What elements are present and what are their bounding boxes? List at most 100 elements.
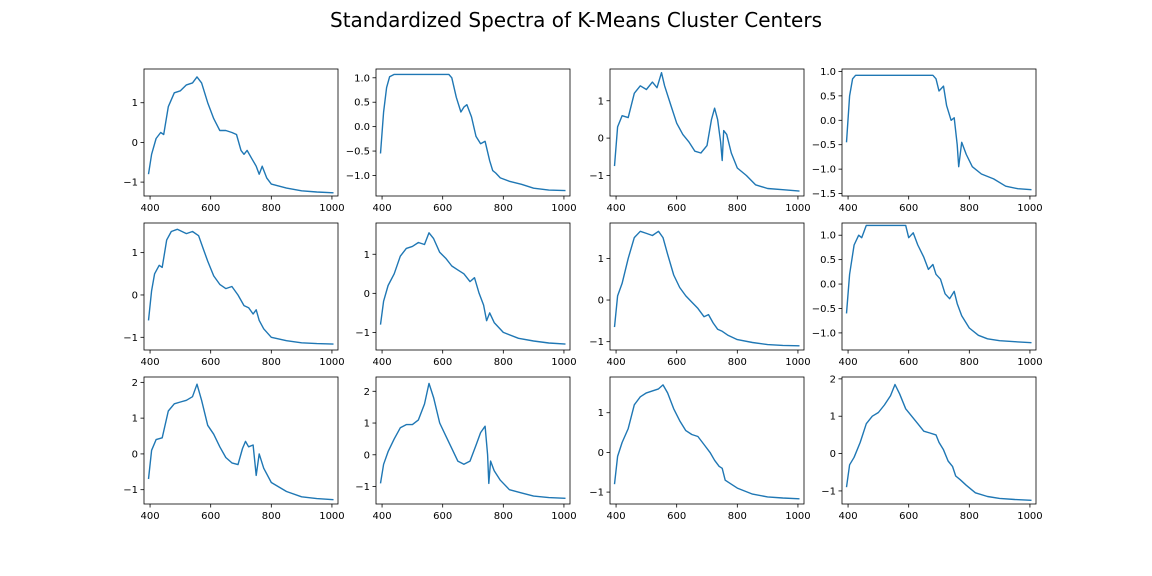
x-tick-label: 400: [373, 203, 392, 214]
x-tick-label: 800: [728, 357, 747, 368]
subplot-2: 400 600 800 1000 −1.0 −0.5 0.0 0.5 1.0: [346, 68, 577, 214]
x-tick-label: 600: [667, 511, 686, 522]
subplot-6-series-line: [379, 232, 566, 345]
subplot-3: 400 600 800 1000 −1 0 1: [589, 68, 811, 214]
x-tick-label: 400: [373, 511, 392, 522]
x-tick-label: 400: [839, 511, 858, 522]
subplot-1-frame: [143, 68, 339, 197]
x-tick-label: 400: [607, 203, 626, 214]
subplot-4-frame: [841, 68, 1037, 197]
y-tick-label: −1: [589, 337, 604, 348]
subplot-2-frame: [375, 68, 571, 197]
y-tick-label: 0: [364, 450, 370, 461]
x-tick-label: 400: [607, 357, 626, 368]
y-tick-label: 2: [830, 374, 836, 385]
subplot-2-series-line: [379, 73, 566, 192]
y-tick-label: 0.5: [820, 91, 836, 102]
subplot-9: 400 600 800 1000 −1 0 1 2: [123, 376, 345, 522]
subplot-7: 400 600 800 1000 −1 0 1: [589, 222, 811, 368]
subplot-5-series-line: [147, 228, 334, 345]
subplot-12-frame: [841, 376, 1037, 505]
x-tick-label: 800: [494, 357, 513, 368]
x-tick-label: 600: [201, 357, 220, 368]
subplot-9-series-line: [147, 383, 334, 501]
y-tick-label: 2: [364, 387, 370, 398]
x-tick-label: 600: [899, 203, 918, 214]
subplot-10-frame: [375, 376, 571, 505]
figure-title: Standardized Spectra of K-Means Cluster …: [330, 8, 822, 32]
subplot-7-frame: [609, 222, 805, 351]
x-tick-label: 400: [141, 203, 160, 214]
x-tick-label: 1000: [785, 357, 810, 368]
x-tick-label: 400: [373, 357, 392, 368]
y-tick-label: 0.0: [354, 122, 370, 133]
subplot-4-series-line: [845, 74, 1032, 191]
x-tick-label: 800: [960, 357, 979, 368]
y-tick-label: −1: [821, 486, 836, 497]
x-tick-label: 1000: [551, 511, 576, 522]
x-tick-label: 800: [262, 203, 281, 214]
x-tick-label: 1000: [1017, 203, 1042, 214]
x-tick-label: 800: [494, 203, 513, 214]
x-tick-label: 600: [667, 203, 686, 214]
x-tick-label: 1000: [551, 203, 576, 214]
y-tick-label: −1.5: [812, 189, 836, 200]
subplot-1: 400 600 800 1000 −1 0 1: [123, 68, 345, 214]
x-tick-label: 800: [728, 203, 747, 214]
y-tick-label: 0: [830, 449, 836, 460]
x-tick-label: 1000: [785, 203, 810, 214]
x-tick-label: 1000: [319, 203, 344, 214]
y-tick-label: −1: [123, 333, 138, 344]
subplot-6: 400 600 800 1000 −1 0 1: [355, 222, 577, 368]
x-tick-label: 1000: [319, 357, 344, 368]
y-tick-label: 1: [598, 408, 604, 419]
x-tick-label: 600: [899, 357, 918, 368]
subplot-10-series-line: [379, 382, 566, 499]
y-tick-label: 1.0: [354, 73, 370, 84]
y-tick-label: −0.5: [812, 140, 836, 151]
y-tick-label: 1: [598, 254, 604, 265]
x-tick-label: 400: [141, 511, 160, 522]
y-tick-label: −0.5: [346, 147, 370, 158]
x-tick-label: 600: [899, 511, 918, 522]
y-tick-label: −1: [355, 482, 370, 493]
y-tick-label: −1.0: [346, 171, 370, 182]
y-tick-label: 0: [598, 134, 604, 145]
subplot-6-frame: [375, 222, 571, 351]
y-tick-label: 2: [132, 378, 138, 389]
x-tick-label: 600: [433, 203, 452, 214]
y-tick-label: 0: [132, 449, 138, 460]
subplot-5-frame: [143, 222, 339, 351]
y-tick-label: −1: [355, 328, 370, 339]
subplot-11: 400 600 800 1000 −1 0 1: [589, 376, 811, 522]
y-tick-label: −0.5: [812, 304, 836, 315]
y-tick-label: 0: [132, 138, 138, 149]
y-tick-label: 0: [598, 448, 604, 459]
y-tick-label: −1.0: [812, 165, 836, 176]
x-tick-label: 800: [960, 511, 979, 522]
x-tick-label: 600: [201, 511, 220, 522]
subplot-7-series-line: [613, 230, 800, 347]
subplot-3-series-line: [613, 72, 800, 192]
y-tick-label: −1: [589, 171, 604, 182]
subplot-11-frame: [609, 376, 805, 505]
x-tick-label: 1000: [551, 357, 576, 368]
y-tick-label: 1: [598, 96, 604, 107]
y-tick-label: 1: [830, 412, 836, 423]
y-tick-label: 0: [364, 289, 370, 300]
y-tick-label: 1: [364, 250, 370, 261]
y-tick-label: 1.0: [820, 67, 836, 78]
subplot-8: 400 600 800 1000 −1.0 −0.5 0.0 0.5 1.0: [812, 222, 1043, 368]
subplot-12: 400 600 800 1000 −1 0 1 2: [821, 374, 1042, 522]
subplot-12-series-line: [845, 383, 1032, 501]
x-tick-label: 1000: [1017, 511, 1042, 522]
x-tick-label: 400: [839, 357, 858, 368]
y-tick-label: 1: [132, 414, 138, 425]
y-tick-label: −1: [123, 485, 138, 496]
subplot-10: 400 600 800 1000 −1 0 1 2: [355, 376, 577, 522]
x-tick-label: 1000: [1017, 357, 1042, 368]
x-tick-label: 800: [728, 511, 747, 522]
y-tick-label: 1: [132, 248, 138, 259]
x-tick-label: 400: [141, 357, 160, 368]
